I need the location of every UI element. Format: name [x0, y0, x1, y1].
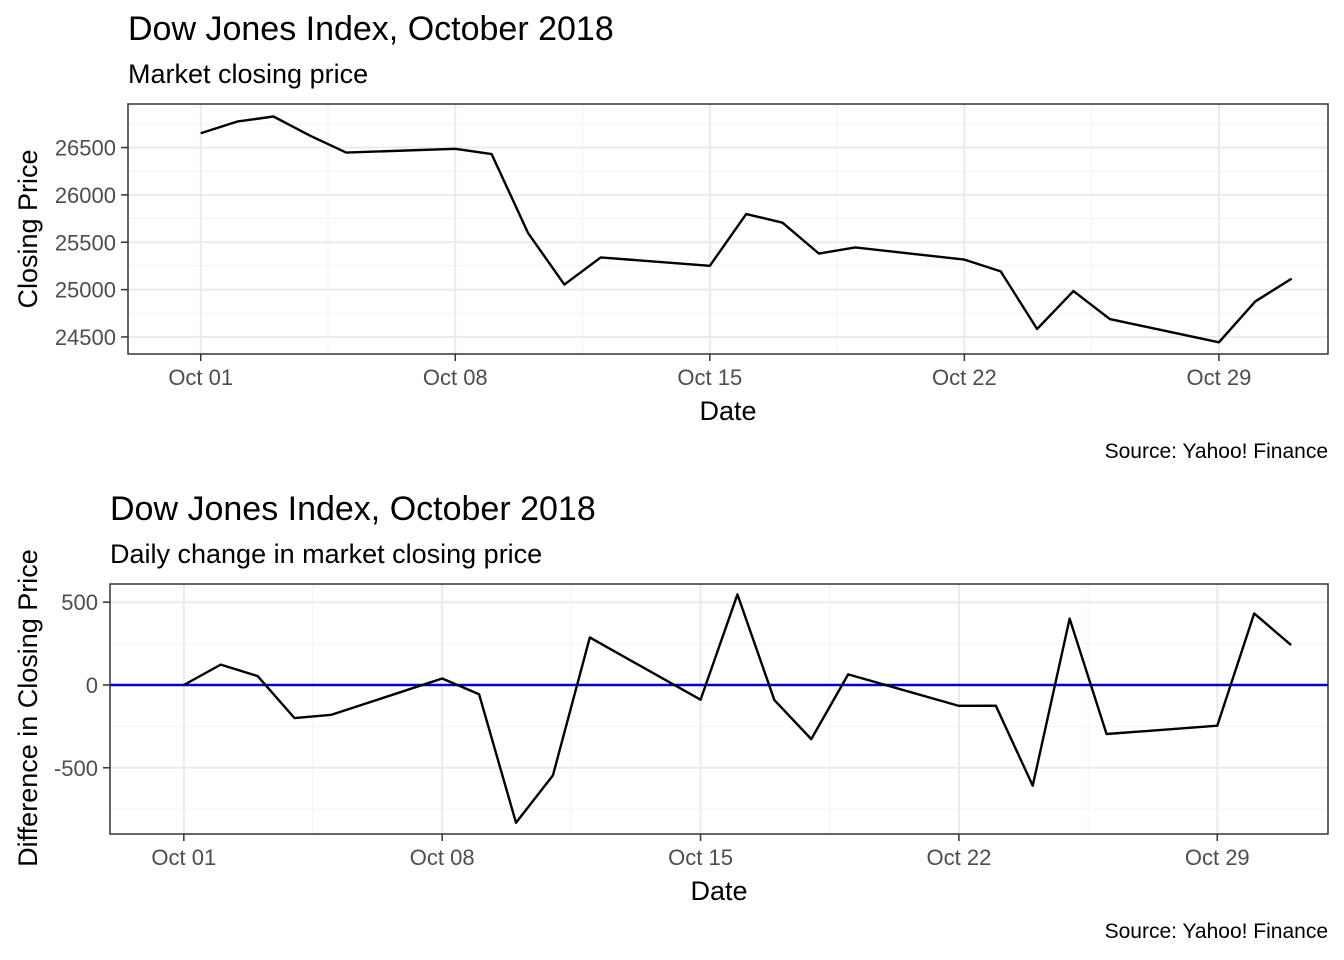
series — [183, 593, 1292, 824]
x-tick-label: Oct 29 — [1187, 365, 1252, 390]
y-tick-label: 24500 — [55, 325, 116, 350]
x-tick-label: Oct 08 — [410, 845, 475, 870]
x-tick-label: Oct 22 — [932, 365, 997, 390]
y-axis-title: Difference in Closing Price — [13, 549, 43, 867]
panel-border — [127, 103, 1329, 355]
x-axis-title: Date — [690, 876, 747, 906]
x-tick-label: Oct 15 — [668, 845, 733, 870]
x-tick-label: Oct 15 — [677, 365, 742, 390]
y-tick-label: 25500 — [55, 230, 116, 255]
grid — [110, 584, 1328, 834]
y-axis-title: Closing Price — [13, 149, 43, 308]
x-tick-label: Oct 08 — [423, 365, 488, 390]
y-tick-label: -500 — [54, 756, 98, 781]
x-tick-label: Oct 01 — [168, 365, 233, 390]
daily-change-chart: Dow Jones Index, October 2018 Daily chan… — [13, 490, 1329, 943]
y-tick-label: 26000 — [55, 183, 116, 208]
x-axis: Oct 01 Oct 08 Oct 15 Oct 22 Oct 29 — [151, 834, 1250, 870]
x-tick-label: Oct 01 — [151, 845, 216, 870]
y-axis: -500 0 500 — [54, 590, 110, 781]
chart-subtitle: Daily change in market closing price — [110, 539, 542, 569]
chart-title: Dow Jones Index, October 2018 — [128, 10, 614, 48]
x-axis-title: Date — [699, 396, 756, 426]
panel-frame — [109, 583, 1329, 835]
chart-title: Dow Jones Index, October 2018 — [110, 490, 596, 528]
chart-caption: Source: Yahoo! Finance — [1105, 440, 1328, 463]
closing-price-chart: Dow Jones Index, October 2018 Market clo… — [13, 10, 1329, 463]
y-axis: 24500 25000 25500 26000 26500 — [55, 136, 128, 350]
panel-border — [109, 583, 1329, 835]
y-tick-label: 25000 — [55, 278, 116, 303]
y-tick-label: 500 — [61, 590, 98, 615]
y-tick-label: 26500 — [55, 136, 116, 161]
series-line — [183, 593, 1292, 824]
x-tick-label: Oct 22 — [927, 845, 992, 870]
chart-caption: Source: Yahoo! Finance — [1105, 920, 1328, 943]
y-tick-label: 0 — [86, 673, 98, 698]
panel-frame — [127, 103, 1329, 355]
series — [200, 115, 1293, 344]
grid — [128, 104, 1328, 354]
x-tick-label: Oct 29 — [1185, 845, 1250, 870]
series-line — [200, 115, 1293, 344]
x-axis: Oct 01 Oct 08 Oct 15 Oct 22 Oct 29 — [168, 354, 1251, 390]
chart-subtitle: Market closing price — [128, 59, 368, 89]
